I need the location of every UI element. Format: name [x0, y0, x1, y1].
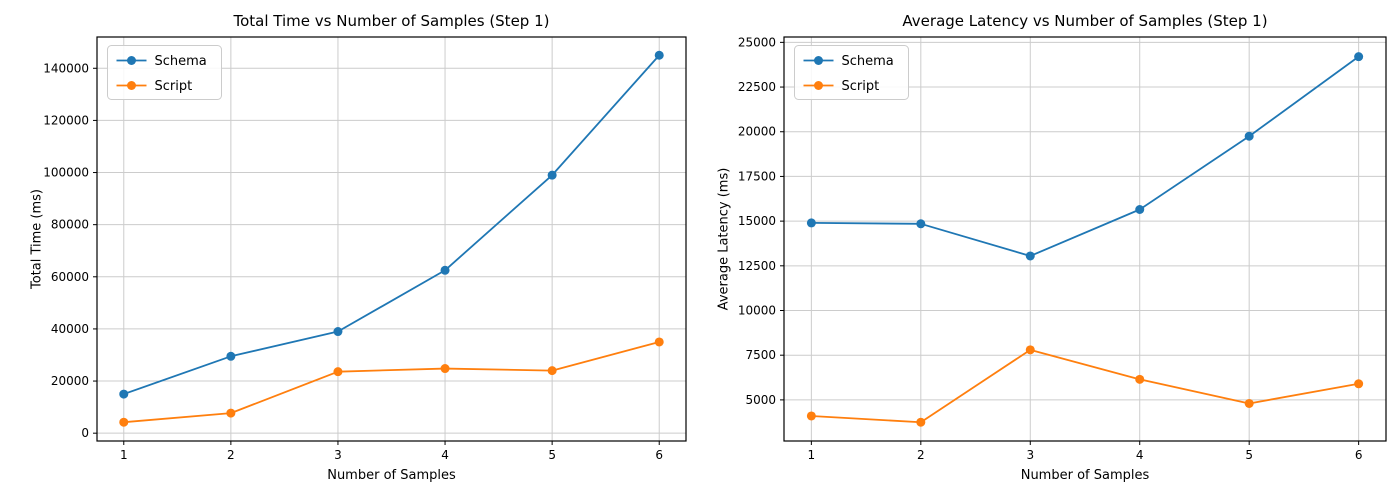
y-tick-label: 60000: [51, 270, 89, 284]
x-tick-label: 3: [1026, 448, 1034, 462]
x-tick-label: 5: [1245, 448, 1253, 462]
data-point-script: [1354, 379, 1364, 389]
data-point-script: [1025, 345, 1035, 355]
plot-area: 0 20000 40000 60000 80000 100000 120000 140000 1…: [43, 36, 687, 462]
legend-marker: [814, 81, 823, 90]
data-point-schema: [916, 219, 926, 229]
y-tick-label: 0: [81, 426, 89, 440]
y-tick-label: 120000: [43, 113, 89, 127]
x-tick-label: 4: [1136, 448, 1144, 462]
series-line-schema: [123, 54, 660, 395]
x-tick-label: 5: [548, 448, 556, 462]
series-line-script: [123, 341, 660, 424]
data-point-schema: [440, 265, 450, 275]
legend-label: Script: [842, 79, 880, 94]
x-tick-label: 6: [1355, 448, 1363, 462]
axes-spines: [96, 36, 687, 442]
data-point-script: [806, 411, 816, 421]
data-point-schema: [1244, 131, 1254, 141]
y-tick-label: 22500: [738, 80, 776, 94]
y-tick-label: 15000: [738, 214, 776, 228]
x-tick-label: 3: [334, 448, 342, 462]
y-tick-label: 12500: [738, 259, 776, 273]
data-point-schema: [806, 218, 816, 228]
series-line-script: [811, 348, 1359, 424]
legend-marker: [127, 81, 136, 90]
legend-marker: [814, 56, 823, 65]
legend-label: Script: [155, 79, 193, 94]
data-point-script: [654, 337, 664, 347]
data-point-script: [1244, 398, 1254, 408]
data-point-schema: [333, 327, 343, 337]
y-tick-label: 5000: [745, 393, 776, 407]
data-point-script: [1135, 374, 1145, 384]
legend-marker: [127, 56, 136, 65]
y-tick-label: 7500: [745, 348, 776, 362]
x-axis-label: Number of Samples: [327, 468, 456, 483]
y-tick-label: 100000: [43, 166, 89, 180]
x-axis-label: Number of Samples: [1020, 468, 1150, 483]
axes-spines: [783, 36, 1387, 442]
data-point-schema: [119, 389, 129, 399]
data-point-script: [333, 367, 343, 377]
data-point-schema: [654, 50, 664, 60]
data-point-schema: [226, 351, 236, 361]
chart-title: Average Latency vs Number of Samples (St…: [902, 12, 1268, 30]
data-point-script: [916, 417, 926, 427]
y-tick-label: 17500: [738, 169, 776, 183]
chart-average-latency: Average Latency vs Number of Samples (St…: [700, 0, 1400, 500]
chart-title: Total Time vs Number of Samples (Step 1): [233, 12, 550, 30]
data-point-script: [226, 408, 236, 418]
data-point-script: [440, 364, 450, 374]
data-point-schema: [1135, 205, 1145, 215]
data-point-schema: [1025, 251, 1035, 261]
legend-label: Schema: [155, 54, 207, 69]
x-tick-label: 1: [808, 448, 816, 462]
data-point-schema: [547, 170, 557, 180]
y-tick-label: 140000: [43, 61, 89, 75]
x-tick-label: 4: [441, 448, 449, 462]
y-tick-label: 20000: [738, 125, 776, 139]
y-tick-label: 10000: [738, 304, 776, 318]
y-tick-label: 25000: [738, 35, 776, 49]
y-tick-label: 20000: [51, 374, 89, 388]
plot-area: 5000750010000125001500017500200002250025…: [738, 35, 1387, 462]
data-point-schema: [1354, 52, 1364, 62]
y-tick-label: 40000: [51, 322, 89, 336]
x-tick-label: 6: [655, 448, 663, 462]
series-line-schema: [811, 55, 1360, 257]
x-tick-label: 1: [120, 448, 128, 462]
x-tick-label: 2: [917, 448, 925, 462]
legend-label: Schema: [842, 54, 894, 69]
data-point-script: [547, 366, 557, 376]
chart-total-time: Total Time vs Number of Samples (Step 1)…: [30, 12, 687, 483]
data-point-script: [119, 417, 129, 427]
x-tick-label: 2: [227, 448, 235, 462]
y-tick-label: 80000: [51, 218, 89, 232]
